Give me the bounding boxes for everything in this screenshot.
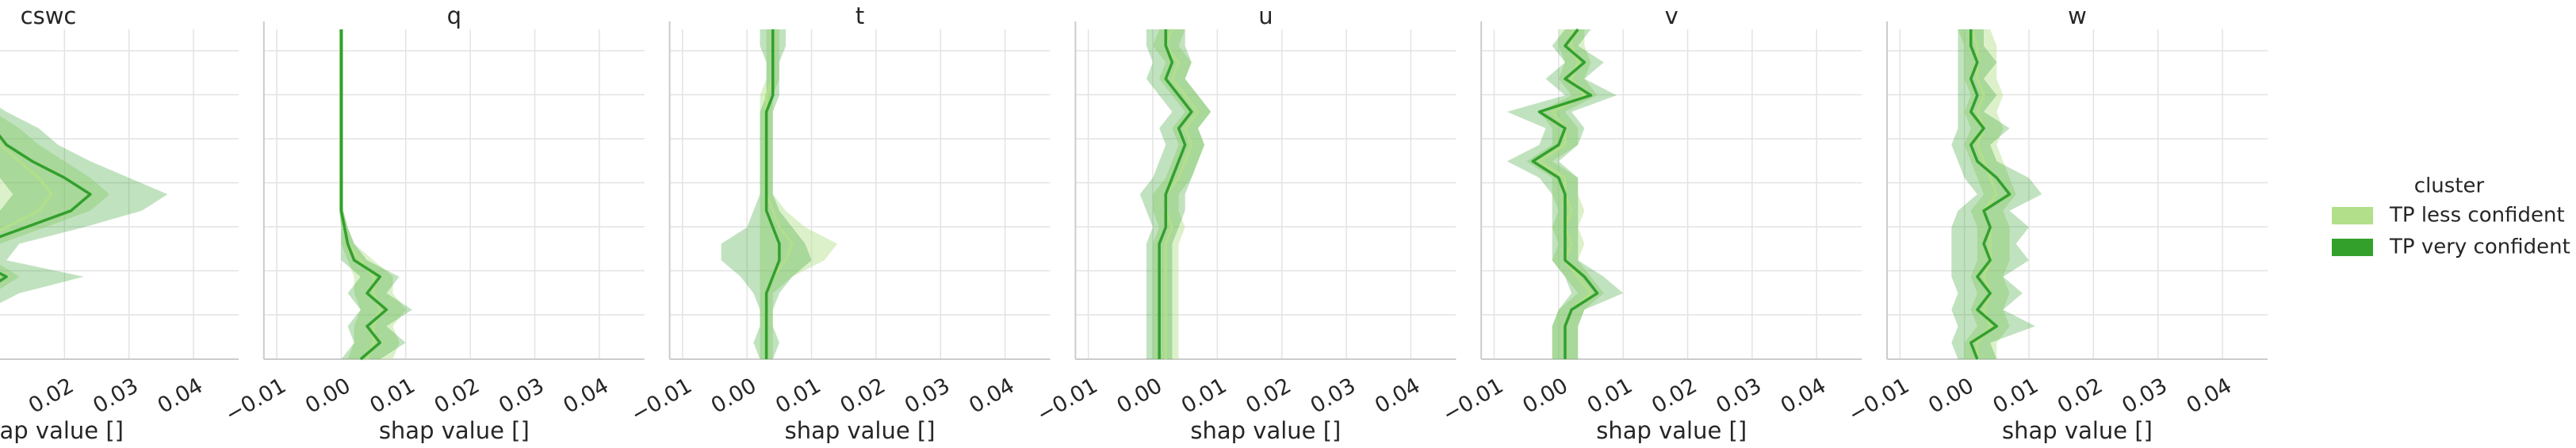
x-tick-label: 0.03: [2118, 373, 2172, 419]
legend-label: TP very confident: [2389, 235, 2570, 259]
x-tick-label: −0.01: [627, 373, 696, 427]
x-axis-label: shap value []: [785, 417, 936, 444]
confidence-band: [1139, 29, 1211, 359]
x-tick-label: 0.02: [1648, 373, 1701, 419]
series-line: [764, 29, 781, 359]
x-axis-label: shap value []: [1596, 417, 1747, 444]
x-tick-label: 0.01: [1989, 373, 2043, 419]
x-tick-label: 0.03: [1712, 373, 1766, 419]
legend-title: cluster: [2414, 174, 2485, 198]
x-axis-label: shap value []: [1190, 417, 1341, 444]
series-line: [0, 142, 53, 232]
series-line: [339, 29, 389, 361]
x-tick-label: 0.04: [154, 373, 208, 419]
confidence-band: [339, 29, 406, 359]
confidence-band: [339, 29, 412, 359]
panel-title: q: [447, 2, 461, 29]
x-tick-label: 0.00: [707, 373, 761, 419]
x-tick-label: 0.04: [1777, 373, 1831, 419]
x-tick-label: 0.01: [366, 373, 419, 419]
x-tick-label: 0.00: [1113, 373, 1167, 419]
series-line: [1531, 28, 1599, 359]
x-tick-label: 0.00: [1924, 373, 1978, 419]
panel-title: w: [2068, 2, 2087, 29]
panel-title: u: [1258, 2, 1273, 29]
legend-swatch: [2332, 239, 2373, 256]
x-tick-label: 0.04: [2183, 373, 2237, 419]
x-axis-label: shap value []: [2002, 417, 2153, 444]
x-tick-label: 0.04: [559, 373, 613, 419]
x-tick-label: 0.02: [1242, 373, 1296, 419]
x-tick-label: −0.01: [1844, 373, 1913, 427]
x-tick-label: 0.04: [965, 373, 1019, 419]
series-line: [0, 134, 92, 283]
legend-swatch: [2332, 207, 2373, 224]
x-tick-label: 0.00: [1518, 373, 1572, 419]
x-tick-label: −0.01: [1438, 373, 1507, 427]
confidence-band: [760, 29, 838, 359]
x-tick-label: 0.03: [495, 373, 549, 419]
x-tick-label: 0.02: [431, 373, 484, 419]
series-line: [1969, 29, 1999, 359]
x-tick-label: 0.00: [301, 373, 355, 419]
x-tick-label: 0.03: [901, 373, 955, 419]
panel-title: v: [1665, 2, 1678, 29]
x-tick-label: 0.03: [1307, 373, 1361, 419]
x-tick-label: 0.01: [1177, 373, 1231, 419]
legend-label: TP less confident: [2389, 204, 2565, 228]
series-line: [1158, 29, 1193, 359]
x-tick-label: 0.02: [25, 373, 78, 419]
series-line: [1969, 29, 2011, 360]
x-tick-label: 0.04: [1371, 373, 1425, 419]
panel-title: t: [855, 2, 864, 29]
x-tick-label: 0.01: [771, 373, 825, 419]
x-axis-label: shap value []: [379, 417, 530, 444]
x-tick-label: 0.02: [2054, 373, 2107, 419]
x-tick-label: 0.02: [836, 373, 890, 419]
x-tick-label: 0.03: [89, 373, 143, 419]
x-tick-label: −0.01: [1033, 373, 1102, 427]
panel-title: cswc: [21, 2, 77, 29]
x-axis-label: shap value []: [0, 417, 124, 444]
confidence-band: [0, 107, 168, 304]
x-tick-label: −0.01: [221, 373, 290, 427]
x-tick-label: 0.01: [1583, 373, 1637, 419]
